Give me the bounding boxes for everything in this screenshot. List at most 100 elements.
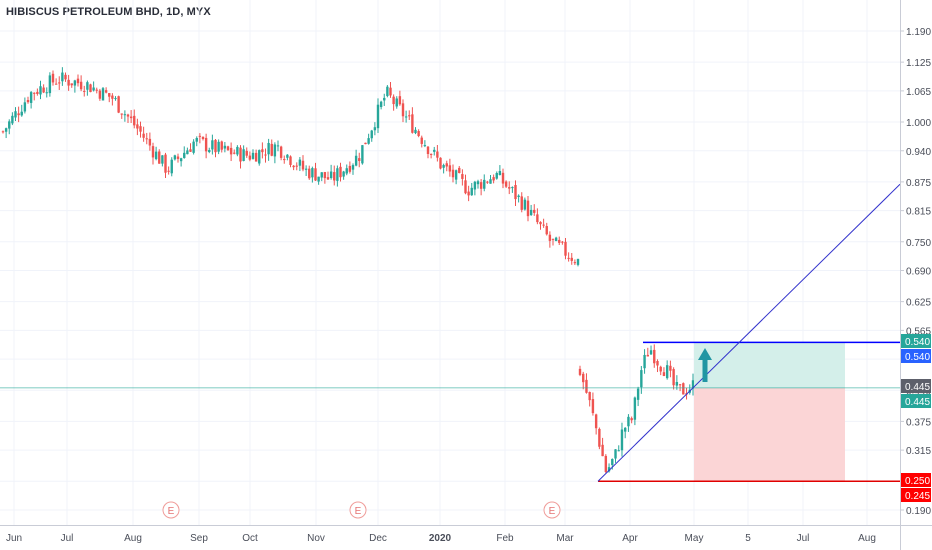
candle-body: [248, 155, 252, 160]
candle-body: [123, 114, 127, 116]
price-label-text: 0.445: [905, 397, 930, 408]
candle-body: [470, 187, 473, 196]
candle-body: [464, 180, 467, 194]
candle-body: [89, 84, 92, 93]
candle-body: [186, 150, 189, 155]
candle-body: [264, 154, 267, 156]
candle-body: [370, 130, 373, 139]
long-position-loss-zone: [694, 387, 845, 482]
x-tick-label: Sep: [190, 533, 208, 544]
candle-body: [604, 455, 608, 472]
candle-body: [458, 167, 461, 174]
candle-body: [678, 384, 682, 386]
candle-body: [233, 152, 236, 154]
candle-body: [408, 115, 411, 117]
candle-body: [179, 158, 183, 162]
candle-body: [317, 176, 320, 182]
candle-body: [624, 427, 627, 432]
candle-body: [414, 129, 417, 134]
y-tick-label: 1.065: [906, 87, 931, 98]
candle-body: [643, 354, 646, 369]
candle-body: [279, 146, 283, 158]
candle-body: [345, 168, 348, 174]
candle-body: [554, 237, 558, 242]
candle-body: [148, 138, 152, 146]
candle-body: [342, 171, 345, 177]
candle-body: [336, 168, 339, 181]
candle-body: [136, 124, 139, 129]
x-tick-label: Jul: [797, 533, 810, 544]
candle-body: [398, 96, 402, 105]
y-tick-label: 1.125: [906, 58, 931, 69]
y-tick-label: 0.190: [906, 506, 931, 517]
y-tick-label: 0.375: [906, 417, 931, 428]
candle-body: [611, 459, 614, 466]
chart-title: HIBISCUS PETROLEUM BHD, 1D, MYX: [6, 6, 211, 18]
candle-body: [473, 181, 477, 190]
candle-body: [351, 165, 355, 170]
candle-body: [545, 226, 548, 235]
candle-body: [214, 139, 217, 153]
candle-body: [192, 141, 195, 153]
candle-body: [594, 414, 598, 429]
candle-body: [92, 87, 95, 91]
candle-body: [242, 149, 245, 161]
candle-body: [176, 156, 180, 159]
y-tick-label: 0.565: [906, 326, 931, 337]
y-tick-label: 0.940: [906, 147, 931, 158]
candle-body: [445, 163, 448, 167]
candle-body: [439, 157, 442, 169]
candle-body: [691, 380, 695, 389]
y-tick-label: 1.190: [906, 27, 931, 38]
candle-body: [508, 187, 511, 189]
candle-body: [404, 116, 408, 118]
candle-body: [348, 165, 352, 172]
candle-body: [314, 168, 317, 181]
candle-body: [64, 74, 67, 80]
candle-body: [45, 92, 48, 94]
candle-body: [270, 143, 273, 156]
candle-body: [51, 73, 55, 83]
candle-body: [170, 159, 173, 174]
candle-body: [111, 95, 114, 99]
candle-body: [570, 257, 573, 261]
price-label-badge: [901, 379, 931, 393]
candle-body: [223, 145, 227, 149]
candle-body: [173, 155, 177, 160]
candle-body: [4, 128, 8, 132]
candle-body: [511, 187, 514, 189]
earnings-marker-icon: [349, 501, 367, 519]
candle-body: [108, 93, 111, 97]
candle-body: [656, 361, 659, 366]
candle-body: [448, 165, 452, 172]
candle-body: [423, 145, 427, 147]
x-tick-label: 5: [745, 533, 751, 544]
candle-body: [620, 429, 624, 451]
candle-body: [73, 80, 77, 86]
candle-body: [229, 147, 233, 155]
trendline: [597, 183, 901, 482]
candle-body: [133, 115, 136, 126]
candle-body: [76, 78, 80, 84]
candle-body: [298, 159, 302, 166]
candle-body: [183, 152, 186, 158]
candle-body: [476, 181, 480, 185]
candle-body: [451, 169, 455, 178]
candle-body: [211, 140, 214, 150]
candle-body: [358, 158, 361, 162]
candle-body: [429, 153, 433, 155]
candle-body: [379, 101, 383, 108]
candle-body: [354, 155, 358, 166]
candle-body: [682, 383, 685, 395]
candle-body: [311, 168, 314, 178]
candle-body: [17, 113, 20, 116]
candle-body: [142, 133, 145, 138]
candle-body: [653, 349, 656, 364]
candle-body: [376, 104, 380, 129]
candle-body: [558, 239, 561, 243]
candle-body: [520, 196, 523, 210]
y-tick-label: 0.875: [906, 178, 931, 189]
candle-body: [67, 79, 70, 86]
candle-body: [120, 113, 123, 115]
